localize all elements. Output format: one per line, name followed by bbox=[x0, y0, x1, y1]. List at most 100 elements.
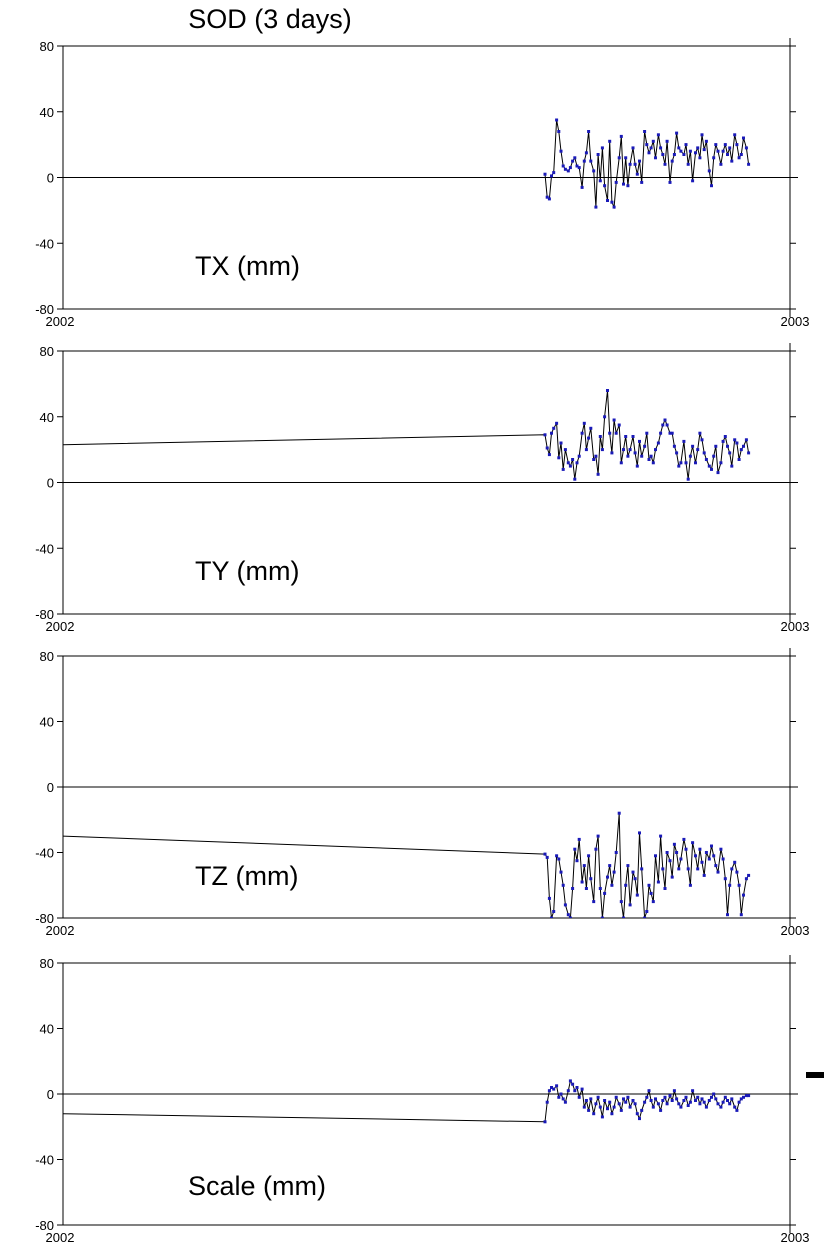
data-point bbox=[694, 1099, 697, 1102]
y-tick-label: -40 bbox=[35, 1153, 54, 1168]
data-point bbox=[719, 162, 723, 166]
panel-3: -80 -40 0 40 80 2002 2003 TZ (mm) bbox=[35, 648, 809, 938]
data-point bbox=[603, 184, 607, 188]
data-point bbox=[606, 875, 609, 879]
data-point bbox=[645, 143, 649, 147]
data-point bbox=[580, 1087, 584, 1091]
data-point bbox=[712, 1092, 716, 1096]
data-point bbox=[566, 461, 570, 465]
data-point bbox=[603, 891, 607, 895]
data-point bbox=[606, 199, 609, 202]
y-tick-label: 40 bbox=[40, 1022, 54, 1037]
data-point bbox=[592, 458, 596, 461]
data-point bbox=[626, 184, 630, 188]
data-point bbox=[614, 1095, 618, 1099]
data-point bbox=[622, 448, 625, 452]
data-point bbox=[698, 847, 702, 851]
data-point bbox=[647, 883, 651, 887]
data-point bbox=[559, 1092, 563, 1096]
data-point bbox=[645, 431, 649, 435]
data-point bbox=[584, 887, 588, 890]
series-line bbox=[63, 390, 750, 480]
data-point bbox=[663, 887, 667, 890]
data-point bbox=[659, 1108, 663, 1112]
data-point bbox=[638, 831, 641, 835]
data-point bbox=[726, 444, 729, 448]
data-point bbox=[730, 464, 734, 468]
data-point bbox=[659, 431, 663, 435]
data-point bbox=[665, 851, 669, 854]
data-point bbox=[668, 859, 672, 863]
data-point bbox=[561, 883, 565, 887]
data-point bbox=[600, 448, 604, 452]
data-point bbox=[610, 200, 614, 204]
data-point bbox=[744, 1094, 748, 1098]
data-point bbox=[592, 169, 596, 173]
data-point bbox=[555, 118, 559, 122]
data-point bbox=[571, 1082, 575, 1086]
data-point bbox=[721, 1100, 725, 1104]
data-point bbox=[677, 867, 681, 871]
data-point bbox=[677, 464, 681, 468]
data-point bbox=[619, 134, 623, 138]
data-point bbox=[723, 877, 727, 881]
data-point bbox=[647, 151, 651, 155]
data-point bbox=[728, 146, 732, 150]
data-point bbox=[624, 883, 628, 887]
data-point bbox=[573, 477, 577, 481]
data-point bbox=[739, 153, 743, 156]
data-point bbox=[654, 448, 657, 452]
data-point bbox=[744, 877, 748, 881]
data-point bbox=[739, 913, 743, 917]
data-point bbox=[571, 458, 575, 461]
data-point bbox=[684, 461, 688, 465]
data-point bbox=[617, 156, 621, 160]
data-point bbox=[612, 870, 616, 874]
data-point bbox=[654, 854, 657, 858]
data-point bbox=[598, 887, 602, 890]
data-point bbox=[735, 870, 739, 874]
data-point bbox=[547, 197, 551, 201]
data-point bbox=[568, 916, 572, 918]
panel-2: -80 -40 0 40 80 2002 2003 TY (mm) bbox=[35, 343, 809, 634]
data-point bbox=[712, 454, 716, 458]
data-point bbox=[742, 444, 745, 448]
data-point bbox=[638, 159, 641, 163]
panel-label: TX (mm) bbox=[195, 251, 300, 281]
y-tick-label: 40 bbox=[40, 410, 54, 425]
y-tick-label: 80 bbox=[40, 39, 54, 54]
data-point bbox=[628, 162, 632, 166]
data-point bbox=[550, 431, 553, 435]
data-point bbox=[677, 1102, 681, 1106]
y-tick-label: -40 bbox=[35, 541, 54, 556]
data-point bbox=[635, 464, 639, 468]
data-point bbox=[555, 1084, 559, 1088]
data-point bbox=[626, 454, 630, 458]
data-point bbox=[596, 153, 600, 156]
data-point bbox=[617, 423, 621, 427]
y-tick-label: -80 bbox=[35, 911, 54, 926]
data-point bbox=[580, 185, 584, 189]
data-point bbox=[594, 847, 598, 851]
data-point bbox=[714, 1097, 718, 1101]
data-point bbox=[686, 477, 690, 481]
data-point bbox=[670, 431, 674, 435]
data-point bbox=[654, 156, 657, 160]
data-point bbox=[628, 1105, 632, 1109]
data-point bbox=[598, 1105, 602, 1109]
data-point bbox=[608, 431, 612, 435]
data-point bbox=[670, 159, 674, 163]
data-point bbox=[640, 454, 644, 458]
data-point bbox=[543, 172, 547, 176]
data-point bbox=[707, 857, 711, 861]
data-point bbox=[594, 1102, 598, 1106]
data-point bbox=[737, 156, 741, 160]
data-point bbox=[600, 916, 604, 918]
data-point bbox=[550, 174, 553, 178]
data-point bbox=[608, 864, 612, 868]
data-point bbox=[670, 1099, 674, 1102]
data-point bbox=[547, 453, 551, 457]
data-point bbox=[577, 166, 581, 170]
data-point bbox=[733, 860, 737, 864]
data-point bbox=[559, 441, 563, 445]
